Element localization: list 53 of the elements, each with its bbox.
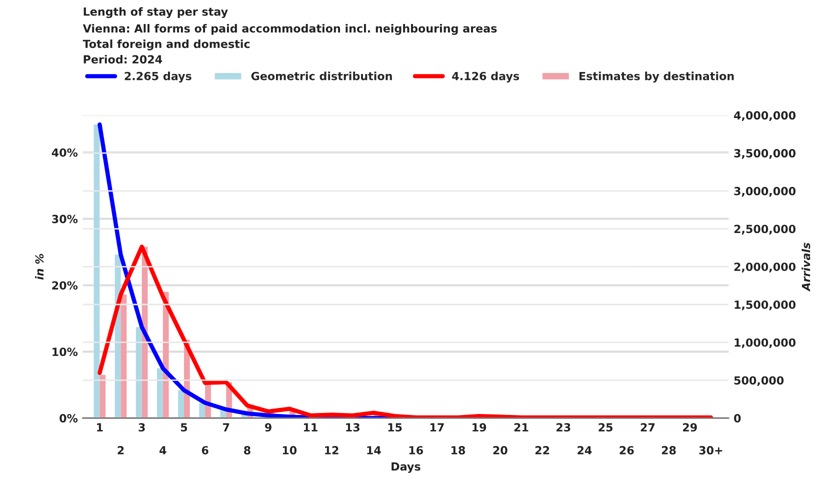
- y-tick-label: 10%: [52, 348, 78, 356]
- x-tick-label: 20: [493, 446, 508, 454]
- x-tick-label: 3: [138, 423, 145, 432]
- x-tick-label: 4: [160, 446, 166, 454]
- x-tick-label: 16: [409, 446, 423, 454]
- x-tick-label: 7: [223, 423, 230, 432]
- x-tick-label: 6: [202, 446, 208, 454]
- legend-label: 4.126 days: [452, 72, 520, 82]
- x-tick-label: 25: [598, 423, 612, 432]
- y2-axis-title: Arrivals: [802, 242, 810, 292]
- chart-subtitle: Vienna: All forms of paid accommodation incl. neighbouring areas Total foreign and domestic Period: 2024: [82, 24, 497, 64]
- y-tick-label: 30%: [52, 214, 78, 224]
- x-tick-label: 9: [265, 423, 272, 432]
- y2-tick-label: 2,500,000: [734, 224, 796, 235]
- x-tick-label: 8: [244, 446, 250, 454]
- y2-tick-label: 0: [734, 414, 741, 422]
- x-tick-label: 29: [683, 423, 697, 432]
- x-tick-label: 24: [578, 446, 592, 454]
- x-tick-label: 28: [662, 446, 676, 454]
- legend-label: 2.265 days: [124, 72, 192, 82]
- x-tick-label: 21: [514, 423, 528, 432]
- chart-title: Length of stay per stay: [84, 7, 228, 18]
- y2-tick-label: 3,500,000: [734, 149, 796, 159]
- x-tick-label: 13: [346, 423, 360, 432]
- x-tick-label: 12: [325, 446, 338, 454]
- x-tick-label: 30+: [699, 446, 722, 454]
- x-tick-label: 14: [367, 446, 381, 454]
- y-tick-label: 20%: [52, 281, 78, 290]
- legend-label: Geometric distribution: [251, 72, 392, 80]
- x-tick-label: 2: [118, 446, 124, 454]
- y2-tick-label: 500,000: [734, 376, 784, 386]
- x-tick-label: 23: [556, 423, 570, 432]
- x-tick-label: 17: [430, 423, 444, 432]
- x-tick-label: 18: [452, 446, 466, 454]
- x-tick-label: 22: [535, 446, 550, 454]
- y-tick-label: 0%: [60, 414, 78, 422]
- x-tick-label: 26: [620, 446, 634, 454]
- x-tick-label: 5: [180, 423, 188, 432]
- x-tick-label: 1: [97, 423, 103, 432]
- x-tick-label: 19: [472, 423, 486, 432]
- y2-tick-label: 4,000,000: [734, 111, 796, 121]
- x-tick-label: 15: [388, 423, 402, 432]
- y-tick-label: 40%: [52, 148, 78, 157]
- x-tick-label: 11: [304, 423, 318, 432]
- x-tick-label: 10: [282, 446, 297, 454]
- y2-tick-label: 1,500,000: [734, 300, 796, 310]
- x-axis-title: Days: [392, 462, 420, 473]
- y2-tick-label: 2,000,000: [734, 262, 796, 272]
- y-axis-title: in %: [35, 254, 44, 280]
- y2-tick-label: 3,000,000: [734, 186, 796, 197]
- x-tick-label: 27: [640, 423, 655, 432]
- legend-label: Estimates by destination: [580, 72, 734, 82]
- y2-tick-label: 1,000,000: [734, 338, 796, 348]
